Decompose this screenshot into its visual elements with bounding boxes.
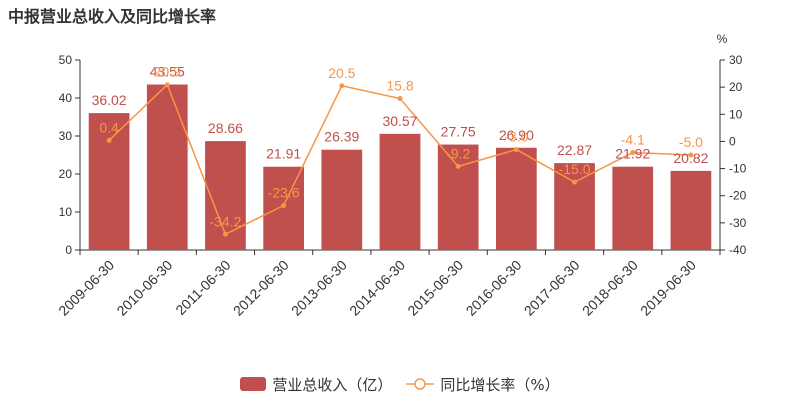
- growth-point: [630, 150, 636, 156]
- right-tick-label: 0: [729, 134, 736, 148]
- growth-value-label: -3.0: [504, 129, 528, 145]
- revenue-bar: [263, 166, 304, 250]
- x-tick-label: 2011-06-30: [172, 257, 233, 318]
- revenue-bar: [88, 113, 130, 251]
- x-tick-label: 2010-06-30: [113, 257, 175, 319]
- growth-value-label: 20.9: [154, 64, 181, 80]
- growth-point: [281, 202, 287, 208]
- labels-layer: 36.02 43.55 28.66 21.91 26.39 30.57 27.75 26.90…: [92, 64, 709, 230]
- growth-value-label: -23.6: [268, 184, 300, 200]
- bar-value-label: 28.66: [208, 120, 243, 136]
- x-tick-label: 2019-06-30: [637, 257, 699, 319]
- bar-value-label: 30.57: [382, 113, 417, 129]
- legend-item-growth[interactable]: 同比增长率（%）: [406, 374, 560, 395]
- right-tick-label: -20: [729, 189, 747, 203]
- revenue-bar: [496, 147, 537, 250]
- right-tick-label: -40: [729, 243, 747, 257]
- x-tick-label: 2009-06-30: [55, 257, 117, 319]
- growth-point: [513, 147, 519, 153]
- x-tick-label: 2016-06-30: [463, 257, 525, 319]
- right-tick-label: -10: [729, 162, 747, 176]
- bar-value-label: 36.02: [92, 92, 127, 108]
- right-axis-unit: %: [717, 32, 728, 46]
- legend-item-revenue[interactable]: 营业总收入（亿）: [240, 374, 392, 395]
- revenue-bar: [612, 166, 654, 250]
- revenue-bar: [321, 149, 363, 250]
- right-tick-label: -30: [729, 216, 747, 230]
- growth-value-label: -5.0: [679, 134, 703, 150]
- bar-value-label: 20.82: [673, 150, 708, 166]
- growth-point: [164, 82, 170, 88]
- legend-label-revenue: 营业总收入（亿）: [272, 375, 393, 394]
- bar-value-label: 26.39: [324, 129, 359, 145]
- legend-bar-swatch: [240, 377, 267, 391]
- left-tick-label: 0: [65, 243, 72, 257]
- growth-value-label: 15.8: [386, 78, 413, 94]
- growth-point: [572, 179, 578, 185]
- legend-line-swatch: [406, 378, 435, 390]
- chart-title: 中报营业总收入及同比增长率: [8, 7, 217, 26]
- bar-value-label: 21.92: [615, 146, 650, 162]
- growth-value-label: -9.2: [446, 145, 470, 161]
- right-tick-label: 10: [729, 107, 743, 121]
- growth-value-label: 20.5: [328, 65, 355, 81]
- bar-value-label: 21.91: [266, 146, 301, 162]
- left-tick-label: 20: [59, 167, 73, 181]
- revenue-bar: [146, 84, 188, 250]
- legend: 营业总收入（亿） 同比增长率（%）: [0, 372, 800, 396]
- bar-value-label: 27.75: [441, 124, 476, 140]
- growth-point: [106, 137, 112, 143]
- growth-point: [339, 83, 345, 89]
- left-tick-label: 50: [59, 53, 73, 67]
- growth-value-label: -15.0: [559, 161, 591, 177]
- line-layer: [106, 82, 694, 237]
- bar-value-label: 22.87: [557, 142, 592, 158]
- x-tick-label: 2018-06-30: [579, 257, 641, 319]
- growth-point: [455, 163, 461, 169]
- left-tick-label: 30: [59, 129, 73, 143]
- x-tick-label: 2013-06-30: [288, 257, 350, 319]
- legend-label-growth: 同比增长率（%）: [440, 375, 560, 394]
- growth-point: [397, 96, 403, 102]
- x-tick-label: 2015-06-30: [404, 257, 466, 319]
- left-tick-label: 10: [59, 205, 73, 219]
- growth-point: [222, 231, 228, 237]
- bar-value-label: 43.55: [150, 64, 185, 80]
- revenue-bar: [670, 170, 712, 250]
- growth-value-label: -34.2: [209, 213, 241, 229]
- right-tick-label: 20: [729, 80, 743, 94]
- revenue-bar: [554, 163, 595, 250]
- right-tick-label: 30: [729, 53, 743, 67]
- x-tick-label: 2017-06-30: [521, 257, 583, 319]
- bar-value-label: 26.90: [499, 127, 534, 143]
- revenue-bar: [379, 133, 421, 250]
- x-tick-label: 2014-06-30: [346, 257, 408, 319]
- growth-value-label: -4.1: [621, 132, 645, 148]
- growth-value-label: 0.4: [99, 119, 119, 135]
- left-tick-label: 40: [59, 91, 73, 105]
- x-tick-label: 2012-06-30: [230, 257, 292, 319]
- growth-point: [688, 152, 694, 158]
- bars-layer: [88, 84, 712, 251]
